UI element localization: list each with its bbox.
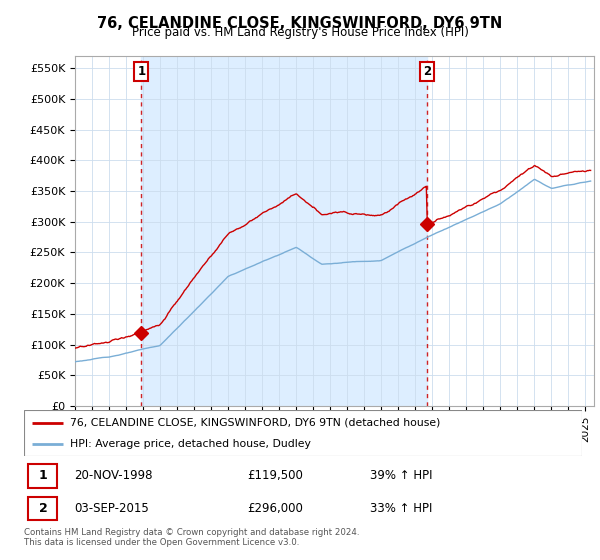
Bar xyxy=(28,497,58,520)
Bar xyxy=(28,464,58,488)
Text: 76, CELANDINE CLOSE, KINGSWINFORD, DY6 9TN: 76, CELANDINE CLOSE, KINGSWINFORD, DY6 9… xyxy=(97,16,503,31)
Text: 39% ↑ HPI: 39% ↑ HPI xyxy=(370,469,433,482)
Text: 20-NOV-1998: 20-NOV-1998 xyxy=(74,469,153,482)
Text: £296,000: £296,000 xyxy=(247,502,303,515)
Text: 76, CELANDINE CLOSE, KINGSWINFORD, DY6 9TN (detached house): 76, CELANDINE CLOSE, KINGSWINFORD, DY6 9… xyxy=(70,418,440,428)
Text: 2: 2 xyxy=(38,502,47,515)
Bar xyxy=(142,56,427,406)
Text: Price paid vs. HM Land Registry's House Price Index (HPI): Price paid vs. HM Land Registry's House … xyxy=(131,26,469,39)
Text: 1: 1 xyxy=(38,469,47,482)
Text: HPI: Average price, detached house, Dudley: HPI: Average price, detached house, Dudl… xyxy=(70,439,311,449)
Text: £119,500: £119,500 xyxy=(247,469,303,482)
Text: 33% ↑ HPI: 33% ↑ HPI xyxy=(370,502,433,515)
Text: 2: 2 xyxy=(422,65,431,78)
Text: 1: 1 xyxy=(137,65,145,78)
Text: Contains HM Land Registry data © Crown copyright and database right 2024.
This d: Contains HM Land Registry data © Crown c… xyxy=(24,528,359,547)
Text: 03-SEP-2015: 03-SEP-2015 xyxy=(74,502,149,515)
